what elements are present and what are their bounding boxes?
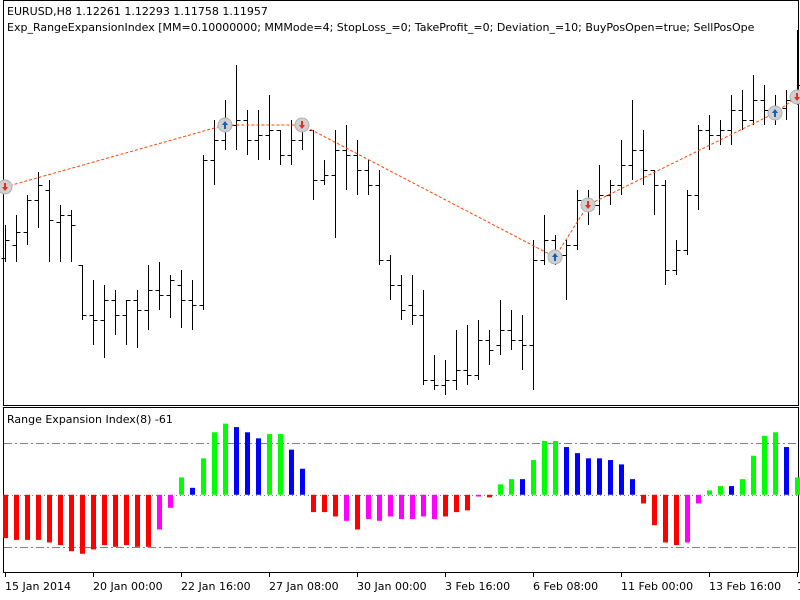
trade-arrow (222, 121, 228, 129)
trade-arrow (299, 121, 305, 129)
indicator-bar (311, 494, 316, 513)
x-tick-label: 1 (797, 580, 800, 593)
trade-arrow (585, 201, 591, 209)
indicator-bar (685, 494, 690, 543)
x-tick-label: 13 Feb 16:00 (709, 580, 781, 593)
indicator-bar (696, 494, 701, 504)
indicator-bar (509, 479, 514, 495)
indicator-bar (157, 494, 162, 530)
x-tick-label: 30 Jan 00:00 (357, 580, 427, 593)
indicator-bar (256, 438, 261, 495)
indicator-bar (652, 494, 657, 526)
indicator-bar (58, 494, 63, 546)
indicator-bar (795, 477, 800, 495)
indicator-bar (344, 494, 349, 521)
indicator-bar (762, 435, 767, 495)
indicator-bar (674, 494, 679, 546)
indicator-bar (355, 494, 360, 530)
indicator-bar (91, 494, 96, 550)
price-panel (3, 0, 799, 406)
indicator-bar (784, 447, 789, 495)
indicator-bar (388, 494, 393, 517)
indicator-bar (3, 494, 8, 539)
indicator-bar (630, 479, 635, 495)
indicator-bar (399, 494, 404, 520)
indicator-bar (421, 494, 426, 517)
indicator-bar (476, 494, 481, 497)
chart-title: EURUSD,H8 1.12261 1.12293 1.11758 1.1195… (7, 5, 268, 18)
indicator-bar (223, 423, 228, 495)
trade-arrow (772, 109, 778, 117)
indicator-bar (520, 479, 525, 495)
indicator-bar (322, 494, 327, 513)
indicator-bar (25, 494, 30, 540)
indicator-bar (707, 490, 712, 495)
indicator-bar (102, 494, 107, 546)
indicator-bar (146, 494, 151, 547)
indicator-bar (729, 486, 734, 495)
indicator-bar (487, 494, 492, 498)
indicator-bar (443, 494, 448, 517)
indicator-bar (454, 494, 459, 513)
indicator-title: Range Expansion Index(8) -61 (7, 413, 173, 426)
indicator-bar (564, 447, 569, 495)
indicator-bar (201, 458, 206, 495)
indicator-bar (377, 494, 382, 521)
indicator-bar (531, 460, 536, 495)
indicator-bar (69, 494, 74, 552)
indicator-bar (124, 494, 129, 546)
x-tick-label: 27 Jan 08:00 (269, 580, 339, 593)
indicator-bar (212, 432, 217, 495)
indicator-bar (267, 434, 272, 495)
indicator-bar (135, 494, 140, 547)
x-tick-label: 22 Jan 16:00 (181, 580, 251, 593)
indicator-bar (608, 460, 613, 495)
trade-arrow (2, 183, 8, 191)
indicator-bar (542, 440, 547, 495)
indicator-bar (619, 464, 624, 495)
indicator-bar (663, 494, 668, 543)
x-tick-label: 3 Feb 16:00 (445, 580, 510, 593)
indicator-bar (751, 455, 756, 495)
indicator-bar (179, 477, 184, 495)
indicator-bar (498, 484, 503, 495)
x-tick-label: 6 Feb 08:00 (533, 580, 598, 593)
x-tick-label: 11 Feb 00:00 (621, 580, 693, 593)
indicator-bar (47, 494, 52, 543)
indicator-bar (289, 449, 294, 495)
indicator-bar (465, 494, 470, 511)
indicator-bar (245, 432, 250, 495)
indicator-bar (80, 494, 85, 554)
indicator-bar (432, 494, 437, 520)
indicator-bar (36, 494, 41, 540)
trade-arrow (794, 93, 800, 101)
indicator-bar (234, 427, 239, 495)
trade-arrow (552, 253, 558, 261)
indicator-bar (14, 494, 19, 540)
indicator-bar (333, 494, 338, 517)
indicator-bar (366, 494, 371, 520)
indicator-bar (168, 494, 173, 508)
indicator-bar (597, 458, 602, 495)
chart-subtitle: Exp_RangeExpansionIndex [MM=0.10000000; … (7, 21, 755, 34)
plot-layer: 15 Jan 2014 20 Jan 00:00 22 Jan 16:00 27 Ja… (0, 30, 800, 593)
trade-line (4, 96, 798, 258)
indicator-bar (575, 453, 580, 495)
indicator-bar (773, 432, 778, 495)
indicator-bar (718, 486, 723, 495)
indicator-bar (190, 487, 195, 495)
indicator-bar (586, 458, 591, 495)
x-tick-label: 15 Jan 2014 (5, 580, 71, 593)
x-tick-label: 20 Jan 00:00 (93, 580, 163, 593)
indicator-bar (641, 494, 646, 504)
indicator-bar (113, 494, 118, 547)
indicator-bar (553, 440, 558, 495)
indicator-bar (278, 434, 283, 495)
indicator-bar (740, 479, 745, 495)
indicator-bar (410, 494, 415, 520)
indicator-bar (300, 468, 305, 495)
